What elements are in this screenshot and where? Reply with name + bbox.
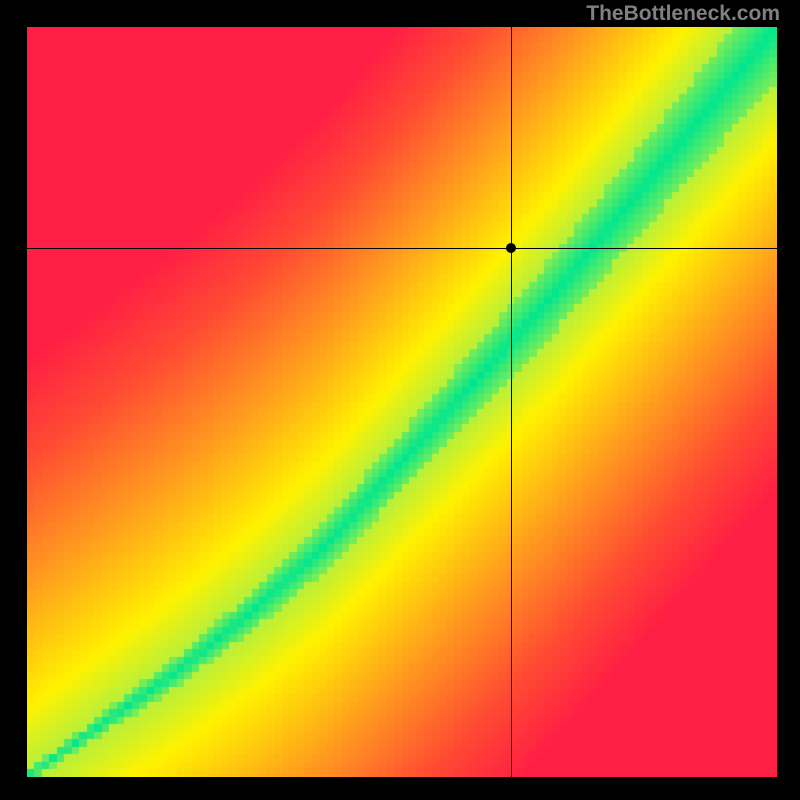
crosshair-marker — [506, 243, 516, 253]
heatmap-canvas — [27, 27, 777, 777]
plot-area — [27, 27, 777, 777]
chart-container: TheBottleneck.com — [0, 0, 800, 800]
crosshair-vertical — [511, 27, 512, 777]
crosshair-horizontal — [27, 248, 777, 249]
watermark-text: TheBottleneck.com — [586, 2, 780, 26]
